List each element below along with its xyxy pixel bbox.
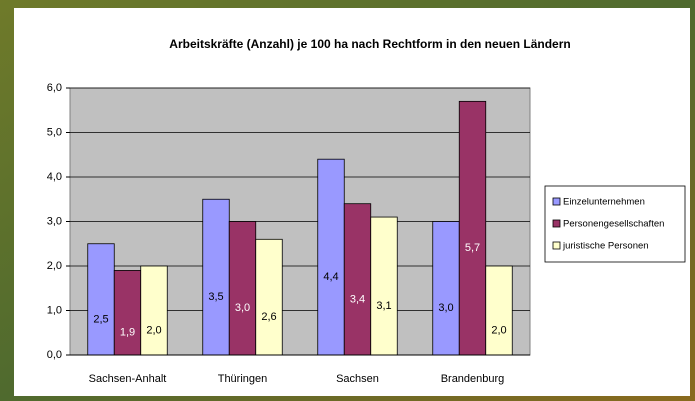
chart-title: Arbeitskräfte (Anzahl) je 100 ha nach Re…: [169, 37, 570, 51]
legend: [544, 185, 686, 263]
value-label: 4,4: [323, 271, 338, 283]
bar: [87, 243, 115, 356]
value-label: 2,5: [93, 313, 108, 325]
x-tick-label: Brandenburg: [441, 373, 505, 385]
legend-label: juristische Personen: [562, 241, 649, 252]
value-label: 1,9: [120, 327, 135, 339]
y-tick-label: 5,0: [47, 126, 62, 138]
x-tick-label: Thüringen: [218, 373, 268, 385]
value-label: 3,5: [208, 291, 223, 303]
bar: [202, 198, 230, 356]
y-tick-label: 2,0: [47, 260, 62, 272]
bar: [228, 221, 257, 356]
bar: [317, 158, 345, 356]
bar: [343, 203, 372, 356]
y-tick-label: 3,0: [47, 215, 62, 227]
x-tick-label: Sachsen: [336, 373, 379, 385]
value-label: 5,7: [465, 242, 480, 254]
value-label: 2,0: [146, 324, 161, 336]
value-label: 2,6: [261, 311, 276, 323]
value-label: 3,4: [350, 293, 365, 305]
y-tick-label: 6,0: [47, 82, 62, 94]
y-tick-label: 0,0: [47, 349, 62, 361]
y-tick-label: 4,0: [47, 171, 62, 183]
legend-label: Personengesellschaften: [563, 219, 664, 230]
legend-label: Einzelunternehmen: [563, 197, 645, 208]
legend-swatch: [552, 197, 561, 206]
value-label: 3,0: [438, 302, 453, 314]
bar: [370, 216, 398, 356]
value-label: 2,0: [491, 324, 506, 336]
y-tick-label: 1,0: [47, 304, 62, 316]
bar: [485, 265, 513, 356]
value-label: 3,0: [235, 302, 250, 314]
bar: [140, 265, 168, 356]
bar: [255, 238, 283, 356]
bar: [113, 270, 142, 356]
x-tick-label: Sachsen-Anhalt: [89, 373, 167, 385]
bar: [458, 100, 487, 356]
bar: [432, 221, 460, 356]
legend-swatch: [552, 219, 561, 228]
legend-swatch: [552, 241, 561, 250]
value-label: 3,1: [376, 300, 391, 312]
